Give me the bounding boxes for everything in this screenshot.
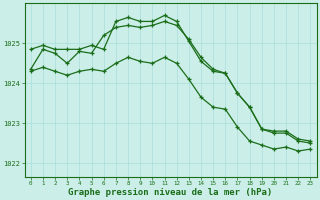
X-axis label: Graphe pression niveau de la mer (hPa): Graphe pression niveau de la mer (hPa): [68, 188, 273, 197]
